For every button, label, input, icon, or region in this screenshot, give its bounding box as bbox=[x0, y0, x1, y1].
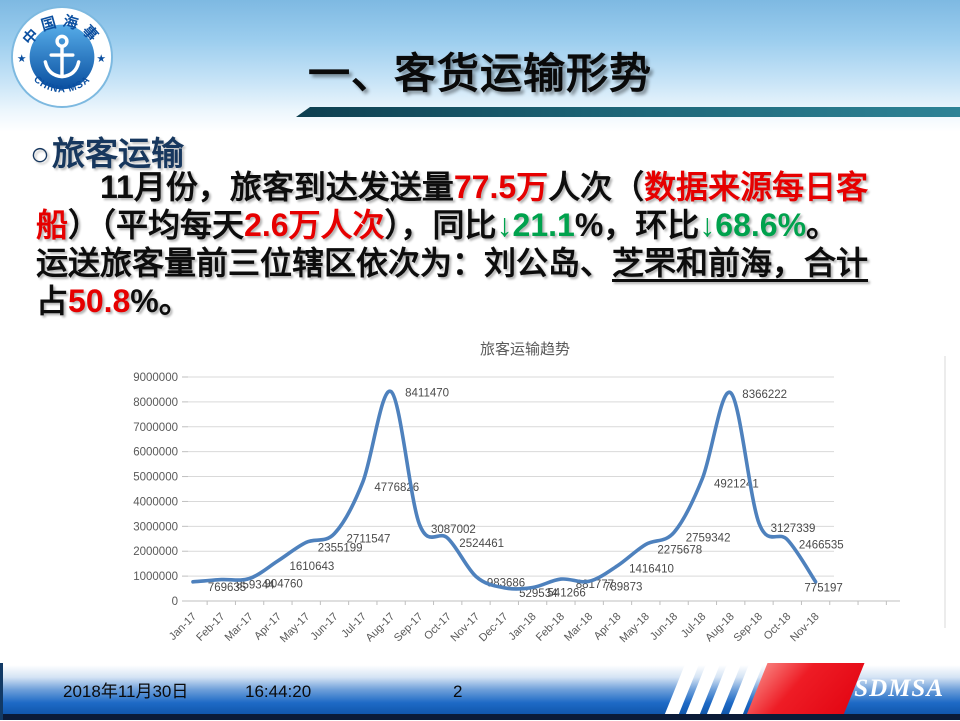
text-segment: 人次（ bbox=[548, 169, 645, 205]
paragraph-line: 11月份，旅客到达发送量77.5万人次（数据来源每日客 bbox=[36, 168, 938, 206]
data-point-label: 4921241 bbox=[714, 479, 759, 491]
x-axis-tick-label: Oct-17 bbox=[422, 611, 454, 643]
data-point-label: 2355199 bbox=[318, 542, 363, 554]
china-msa-logo: 中国海事 CHINA MSA ★ ★ bbox=[10, 5, 114, 109]
data-point-label: 8411470 bbox=[405, 388, 449, 400]
y-axis-tick-label: 4000000 bbox=[133, 496, 178, 508]
y-axis-tick-label: 6000000 bbox=[133, 447, 178, 459]
paragraph-line: 船）（平均每天2.6万人次），同比↓21.1%，环比↓68.6%。 bbox=[36, 206, 938, 244]
text-segment: ），同比 bbox=[384, 207, 497, 243]
slide-footer: 2018年11月30日 16:44:20 2 SDMSA bbox=[0, 663, 960, 720]
data-point-label: 2524461 bbox=[459, 538, 504, 550]
paragraph-line: 占50.8%。 bbox=[36, 282, 938, 320]
x-axis-tick-label: Jan-17 bbox=[167, 611, 199, 643]
data-point-label: 859344 bbox=[236, 580, 275, 592]
y-axis-tick-label: 8000000 bbox=[133, 397, 178, 409]
text-segment: ）（平均每天 bbox=[68, 207, 245, 243]
x-axis-tick-label: Mar-17 bbox=[223, 611, 256, 644]
passenger-trend-chart: 旅客运输趋势 0 1000000 2000000 3000000 4000000 50000… bbox=[88, 336, 960, 658]
data-point-label: 2275678 bbox=[657, 544, 702, 556]
circle-bullet-icon: ○ bbox=[30, 135, 50, 172]
text-segment: 77.5万 bbox=[453, 169, 549, 205]
y-axis-tick-label: 1000000 bbox=[133, 571, 178, 583]
text-segment: 11月份，旅客到达发送量 bbox=[36, 169, 454, 205]
y-axis-tick-label: 3000000 bbox=[133, 521, 178, 533]
text-segment: 。 bbox=[806, 207, 839, 243]
anchor-icon bbox=[43, 34, 81, 79]
footer-bottom-strip bbox=[3, 714, 960, 720]
data-point-label: 2466535 bbox=[799, 540, 844, 552]
data-point-label: 541266 bbox=[547, 588, 585, 600]
data-point-label: 775197 bbox=[804, 583, 842, 595]
trend-line bbox=[191, 389, 818, 591]
sdmsa-logo: SDMSA bbox=[854, 674, 944, 702]
y-axis-tick-label: 5000000 bbox=[133, 472, 178, 484]
body-paragraph: 11月份，旅客到达发送量77.5万人次（数据来源每日客 船）（平均每天2.6万人次… bbox=[36, 168, 938, 320]
data-point-label: 769635 bbox=[208, 582, 246, 594]
text-segment: 数据来源每日客 bbox=[644, 169, 869, 205]
data-point-label: 8366222 bbox=[742, 389, 787, 401]
section-title: 旅客运输 bbox=[51, 135, 184, 172]
header-stripe bbox=[296, 107, 960, 117]
data-point-label: 1610643 bbox=[290, 561, 335, 573]
text-segment: 运送旅客量前三位辖区依次为：刘公岛、 bbox=[36, 245, 613, 281]
data-point-label: 3127339 bbox=[771, 523, 816, 535]
star-icon: ★ bbox=[17, 53, 27, 65]
data-point-label: 3087002 bbox=[431, 524, 476, 536]
data-point-label: 1416410 bbox=[629, 564, 674, 576]
page-number: 2 bbox=[453, 682, 463, 701]
x-axis-tick-label: May-17 bbox=[278, 611, 312, 645]
text-segment: 2.6万人次 bbox=[244, 207, 385, 243]
text-segment: ↓21.1 bbox=[496, 207, 575, 243]
x-axis-tick-label: May-18 bbox=[617, 611, 651, 645]
x-axis-tick-label: Sep-18 bbox=[732, 611, 766, 645]
text-segment: %，环比 bbox=[574, 207, 700, 243]
chart-svg: 旅客运输趋势 0 1000000 2000000 3000000 4000000 50000… bbox=[133, 341, 946, 645]
x-axis-tick-label: Aug-17 bbox=[364, 611, 398, 645]
star-icon: ★ bbox=[96, 53, 106, 65]
x-axis-tick-label: Feb-17 bbox=[194, 611, 227, 644]
x-axis-tick-label: Aug-18 bbox=[703, 611, 737, 645]
x-axis-tick-label: Jun-17 bbox=[308, 611, 340, 643]
text-segment: 芝罘和前海，合计 bbox=[612, 245, 869, 281]
footer-date: 2018年11月30日 bbox=[63, 682, 189, 701]
x-axis-tick-label: Jun-18 bbox=[648, 611, 680, 643]
footer-time: 16:44:20 bbox=[245, 682, 312, 701]
x-axis-tick-label: Nov-18 bbox=[788, 611, 822, 645]
chart-title: 旅客运输趋势 bbox=[480, 341, 570, 358]
text-segment: 占 bbox=[36, 283, 69, 319]
data-point-label: 904760 bbox=[264, 578, 302, 590]
data-point-label: 2711547 bbox=[347, 534, 391, 546]
x-axis-tick-label: Dec-17 bbox=[477, 611, 511, 645]
text-segment: 50.8 bbox=[68, 283, 131, 319]
x-axis-tick-label: Nov-17 bbox=[449, 611, 483, 645]
section-header: ○旅客运输 bbox=[30, 127, 184, 175]
x-axis-tick-label: Sep-17 bbox=[392, 611, 426, 645]
x-axis-tick-label: Mar-18 bbox=[562, 611, 595, 644]
slide-title: 一、客货运输形势 bbox=[307, 50, 652, 97]
y-axis-tick-label: 2000000 bbox=[133, 546, 178, 558]
y-axis-tick-label: 0 bbox=[172, 596, 178, 608]
red-diagonal-band bbox=[744, 663, 867, 714]
y-axis-tick-label: 7000000 bbox=[133, 422, 178, 434]
y-axis-tick-label: 9000000 bbox=[133, 372, 178, 384]
x-axis-tick-label: Feb-18 bbox=[534, 611, 567, 644]
footer-decoration: SDMSA bbox=[660, 663, 960, 714]
text-segment: ↓68.6% bbox=[699, 207, 807, 243]
data-point-label: 4776826 bbox=[374, 482, 419, 494]
text-segment: 船 bbox=[36, 207, 69, 243]
data-point-label: 2759342 bbox=[686, 532, 731, 544]
data-point-label: 789873 bbox=[604, 581, 642, 593]
x-axis-tick-label: Jan-18 bbox=[506, 611, 538, 643]
x-axis-tick-label: Oct-18 bbox=[762, 611, 794, 643]
data-point-label: 529534 bbox=[519, 588, 558, 600]
text-segment: %。 bbox=[130, 283, 191, 319]
paragraph-line: 运送旅客量前三位辖区依次为：刘公岛、芝罘和前海，合计 bbox=[36, 244, 938, 282]
footer-bar: 2018年11月30日 16:44:20 2 SDMSA bbox=[3, 663, 960, 714]
slide-header: 中国海事 CHINA MSA ★ ★ 一、客货运输形势 bbox=[0, 0, 960, 132]
